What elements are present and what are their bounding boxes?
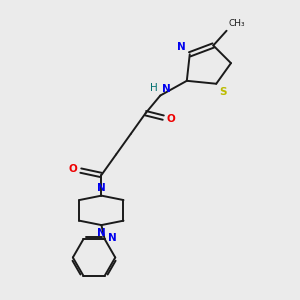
Text: CH₃: CH₃: [228, 20, 245, 28]
Text: N: N: [162, 84, 170, 94]
Text: N: N: [108, 232, 117, 243]
Text: H: H: [150, 83, 158, 93]
Text: S: S: [219, 87, 227, 97]
Text: O: O: [167, 114, 176, 124]
Text: N: N: [97, 228, 106, 238]
Text: O: O: [68, 164, 77, 174]
Text: N: N: [97, 183, 106, 193]
Text: N: N: [178, 42, 186, 52]
